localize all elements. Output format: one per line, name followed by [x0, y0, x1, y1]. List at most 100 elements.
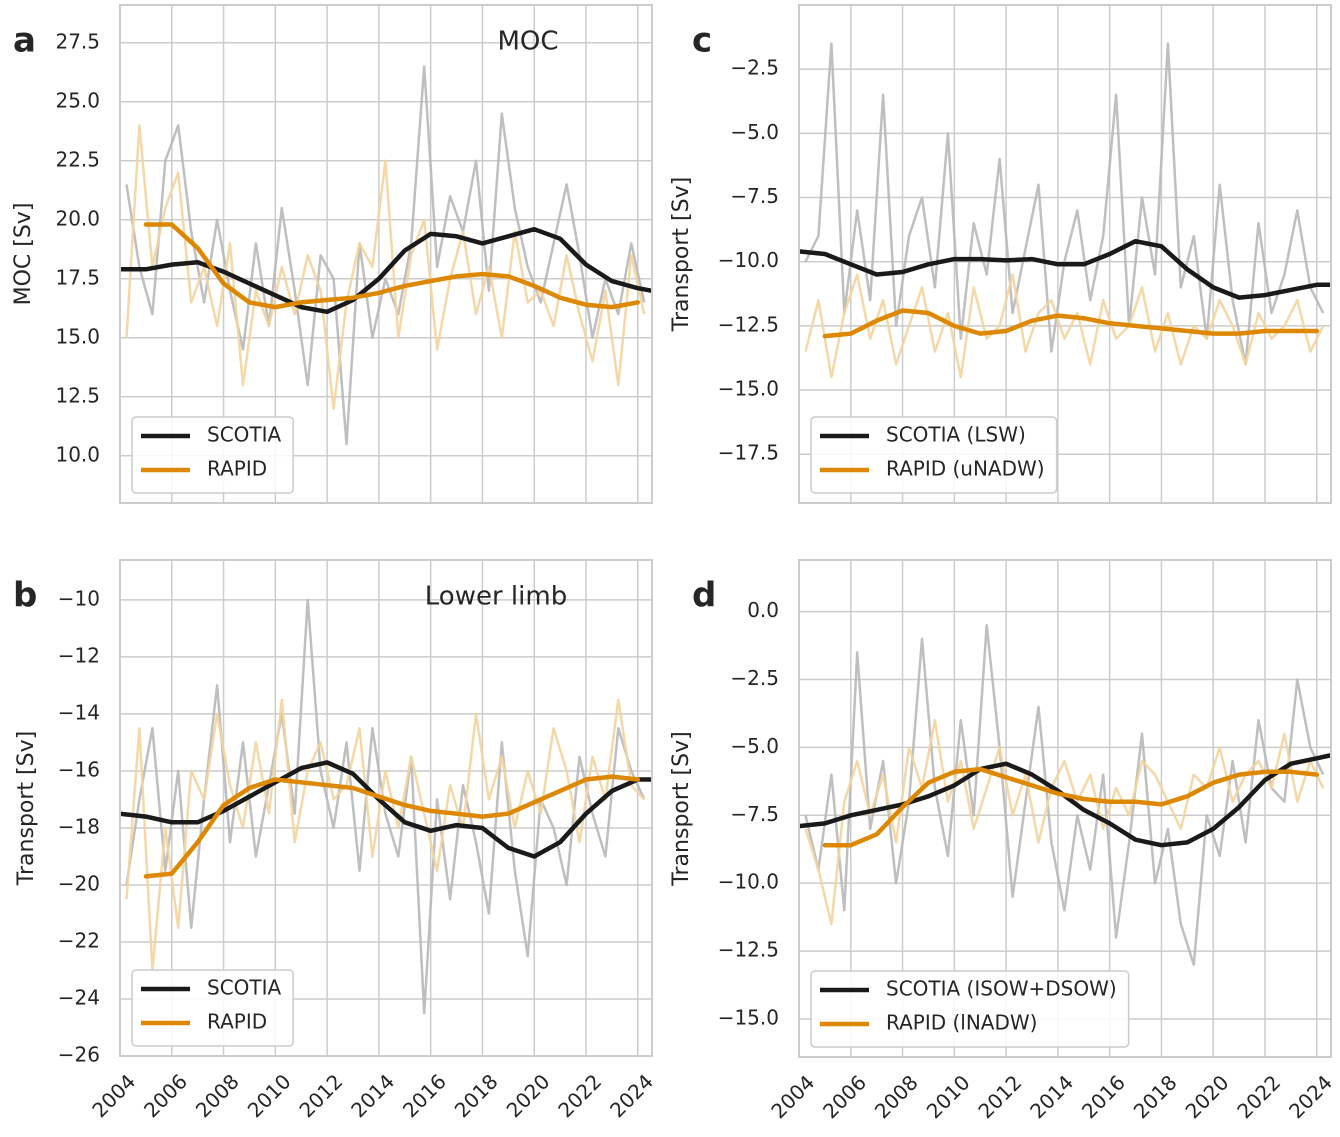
y-tick-label: −2.5	[730, 666, 779, 690]
y-tick-label: −5.0	[730, 734, 779, 758]
smooth-line	[822, 766, 1320, 848]
x-tick-label: 2018	[450, 1069, 503, 1122]
y-axis-label: Transport [Sv]	[669, 731, 694, 886]
y-tick-label: 20.0	[55, 206, 100, 230]
y-tick-label: 27.5	[55, 29, 100, 53]
legend: SCOTIA (LSW) RAPID (uNADW)	[810, 416, 1058, 494]
panel: 10.0 12.5 15.0 17.5 20.0 22.5 25.0 27.5 a MOC MOC …	[11, 4, 653, 504]
y-tick-label: 10.0	[55, 442, 100, 466]
legend-label: SCOTIA	[207, 423, 282, 447]
y-tick-label: −17.5	[718, 441, 779, 465]
legend: SCOTIA RAPID	[131, 969, 294, 1047]
x-tick-label: 2004	[766, 1070, 819, 1123]
x-tick-label: 2012	[294, 1069, 347, 1122]
x-tick-label: 2012	[973, 1070, 1026, 1123]
legend-label: RAPID (uNADW)	[886, 457, 1045, 481]
y-tick-label: 25.0	[55, 88, 100, 112]
smooth-line	[143, 774, 641, 879]
plot-frame	[119, 559, 653, 1057]
plot-frame	[798, 4, 1332, 504]
y-tick-label: −10.0	[718, 248, 779, 272]
x-tick-label: 2016	[1077, 1070, 1130, 1123]
y-tick-label: −7.5	[730, 184, 779, 208]
y-tick-label: −12.5	[718, 312, 779, 336]
x-tick-label: 2010	[922, 1070, 975, 1123]
legend-box	[810, 416, 1058, 494]
smooth-line	[799, 238, 1331, 300]
legend-label: SCOTIA (LSW)	[886, 423, 1026, 447]
panel-label: a	[13, 21, 36, 61]
panel: 2004200620082010201220142016201820202022…	[13, 559, 658, 1122]
x-tick-label: 2008	[870, 1070, 923, 1123]
x-tick-label: 2014	[1025, 1070, 1078, 1123]
y-tick-label: −15.0	[718, 377, 779, 401]
y-tick-label: −20	[58, 871, 100, 895]
smooth-line	[799, 753, 1331, 848]
y-tick-label: −26	[58, 1043, 100, 1067]
y-axis-label: MOC [Sv]	[11, 203, 36, 306]
legend: SCOTIA RAPID	[131, 416, 294, 494]
y-axis-label: Transport [Sv]	[14, 731, 39, 886]
x-tick-label: 2010	[243, 1069, 296, 1122]
x-tick-label: 2006	[139, 1069, 192, 1122]
y-tick-label: −12.5	[718, 938, 779, 962]
panel: 2004200620082010201220142016201820202022…	[669, 559, 1337, 1123]
x-tick-label: 2018	[1129, 1070, 1182, 1123]
y-tick-label: −5.0	[730, 120, 779, 144]
y-tick-label: −14	[58, 700, 100, 724]
y-tick-label: −22	[58, 928, 100, 952]
y-tick-label: −15.0	[718, 1005, 779, 1029]
x-tick-label: 2004	[87, 1069, 140, 1122]
panel-label: d	[692, 576, 716, 616]
panel-label: b	[13, 576, 37, 616]
panel-label: c	[692, 21, 712, 61]
legend-box	[810, 970, 1130, 1048]
y-tick-label: 17.5	[55, 265, 100, 289]
y-tick-label: −16	[58, 757, 100, 781]
x-tick-label: 2024	[1284, 1070, 1337, 1123]
plot-frame	[798, 559, 1332, 1058]
x-tick-label: 2008	[191, 1069, 244, 1122]
x-tick-label: 2022	[553, 1069, 606, 1122]
panel-title: MOC	[497, 27, 558, 57]
y-tick-label: −2.5	[730, 56, 779, 80]
raw-line	[125, 124, 646, 410]
raw-line	[804, 42, 1325, 366]
x-tick-label: 2006	[818, 1070, 871, 1123]
raw-line	[804, 623, 1325, 966]
y-axis-label: Transport [Sv]	[669, 177, 694, 332]
smooth-line	[120, 760, 652, 859]
x-tick-label: 2020	[502, 1069, 555, 1122]
x-tick-label: 2020	[1181, 1070, 1234, 1123]
raw-line	[125, 698, 646, 972]
legend-label: SCOTIA	[207, 976, 282, 1000]
raw-line	[804, 718, 1325, 926]
y-tick-label: −18	[58, 814, 100, 838]
raw-line	[125, 65, 646, 446]
x-tick-label: 2016	[398, 1069, 451, 1122]
panel: −17.5 −15.0 −12.5 −10.0 −7.5 −5.0 −2.5 c Transpo…	[669, 4, 1332, 504]
y-tick-label: −7.5	[730, 802, 779, 826]
legend: SCOTIA (ISOW+DSOW) RAPID (lNADW)	[810, 970, 1130, 1048]
plot-frame	[119, 4, 653, 504]
raw-line	[125, 598, 646, 1015]
panel-title: Lower limb	[425, 582, 567, 612]
y-tick-label: 12.5	[55, 383, 100, 407]
legend-label: RAPID	[207, 1010, 267, 1034]
y-tick-label: 22.5	[55, 147, 100, 171]
legend-label: RAPID	[207, 457, 267, 481]
x-tick-label: 2024	[605, 1069, 658, 1122]
smooth-line	[143, 222, 641, 310]
y-tick-label: 0.0	[747, 598, 779, 622]
y-tick-label: −24	[58, 985, 100, 1009]
y-tick-label: −10.0	[718, 870, 779, 894]
raw-line	[804, 273, 1325, 379]
smooth-line	[822, 308, 1320, 339]
x-tick-label: 2014	[346, 1069, 399, 1122]
y-tick-label: −12	[58, 643, 100, 667]
y-tick-label: 15.0	[55, 324, 100, 348]
legend-label: RAPID (lNADW)	[886, 1011, 1037, 1035]
y-tick-label: −10	[58, 586, 100, 610]
legend-label: SCOTIA (ISOW+DSOW)	[886, 977, 1117, 1001]
